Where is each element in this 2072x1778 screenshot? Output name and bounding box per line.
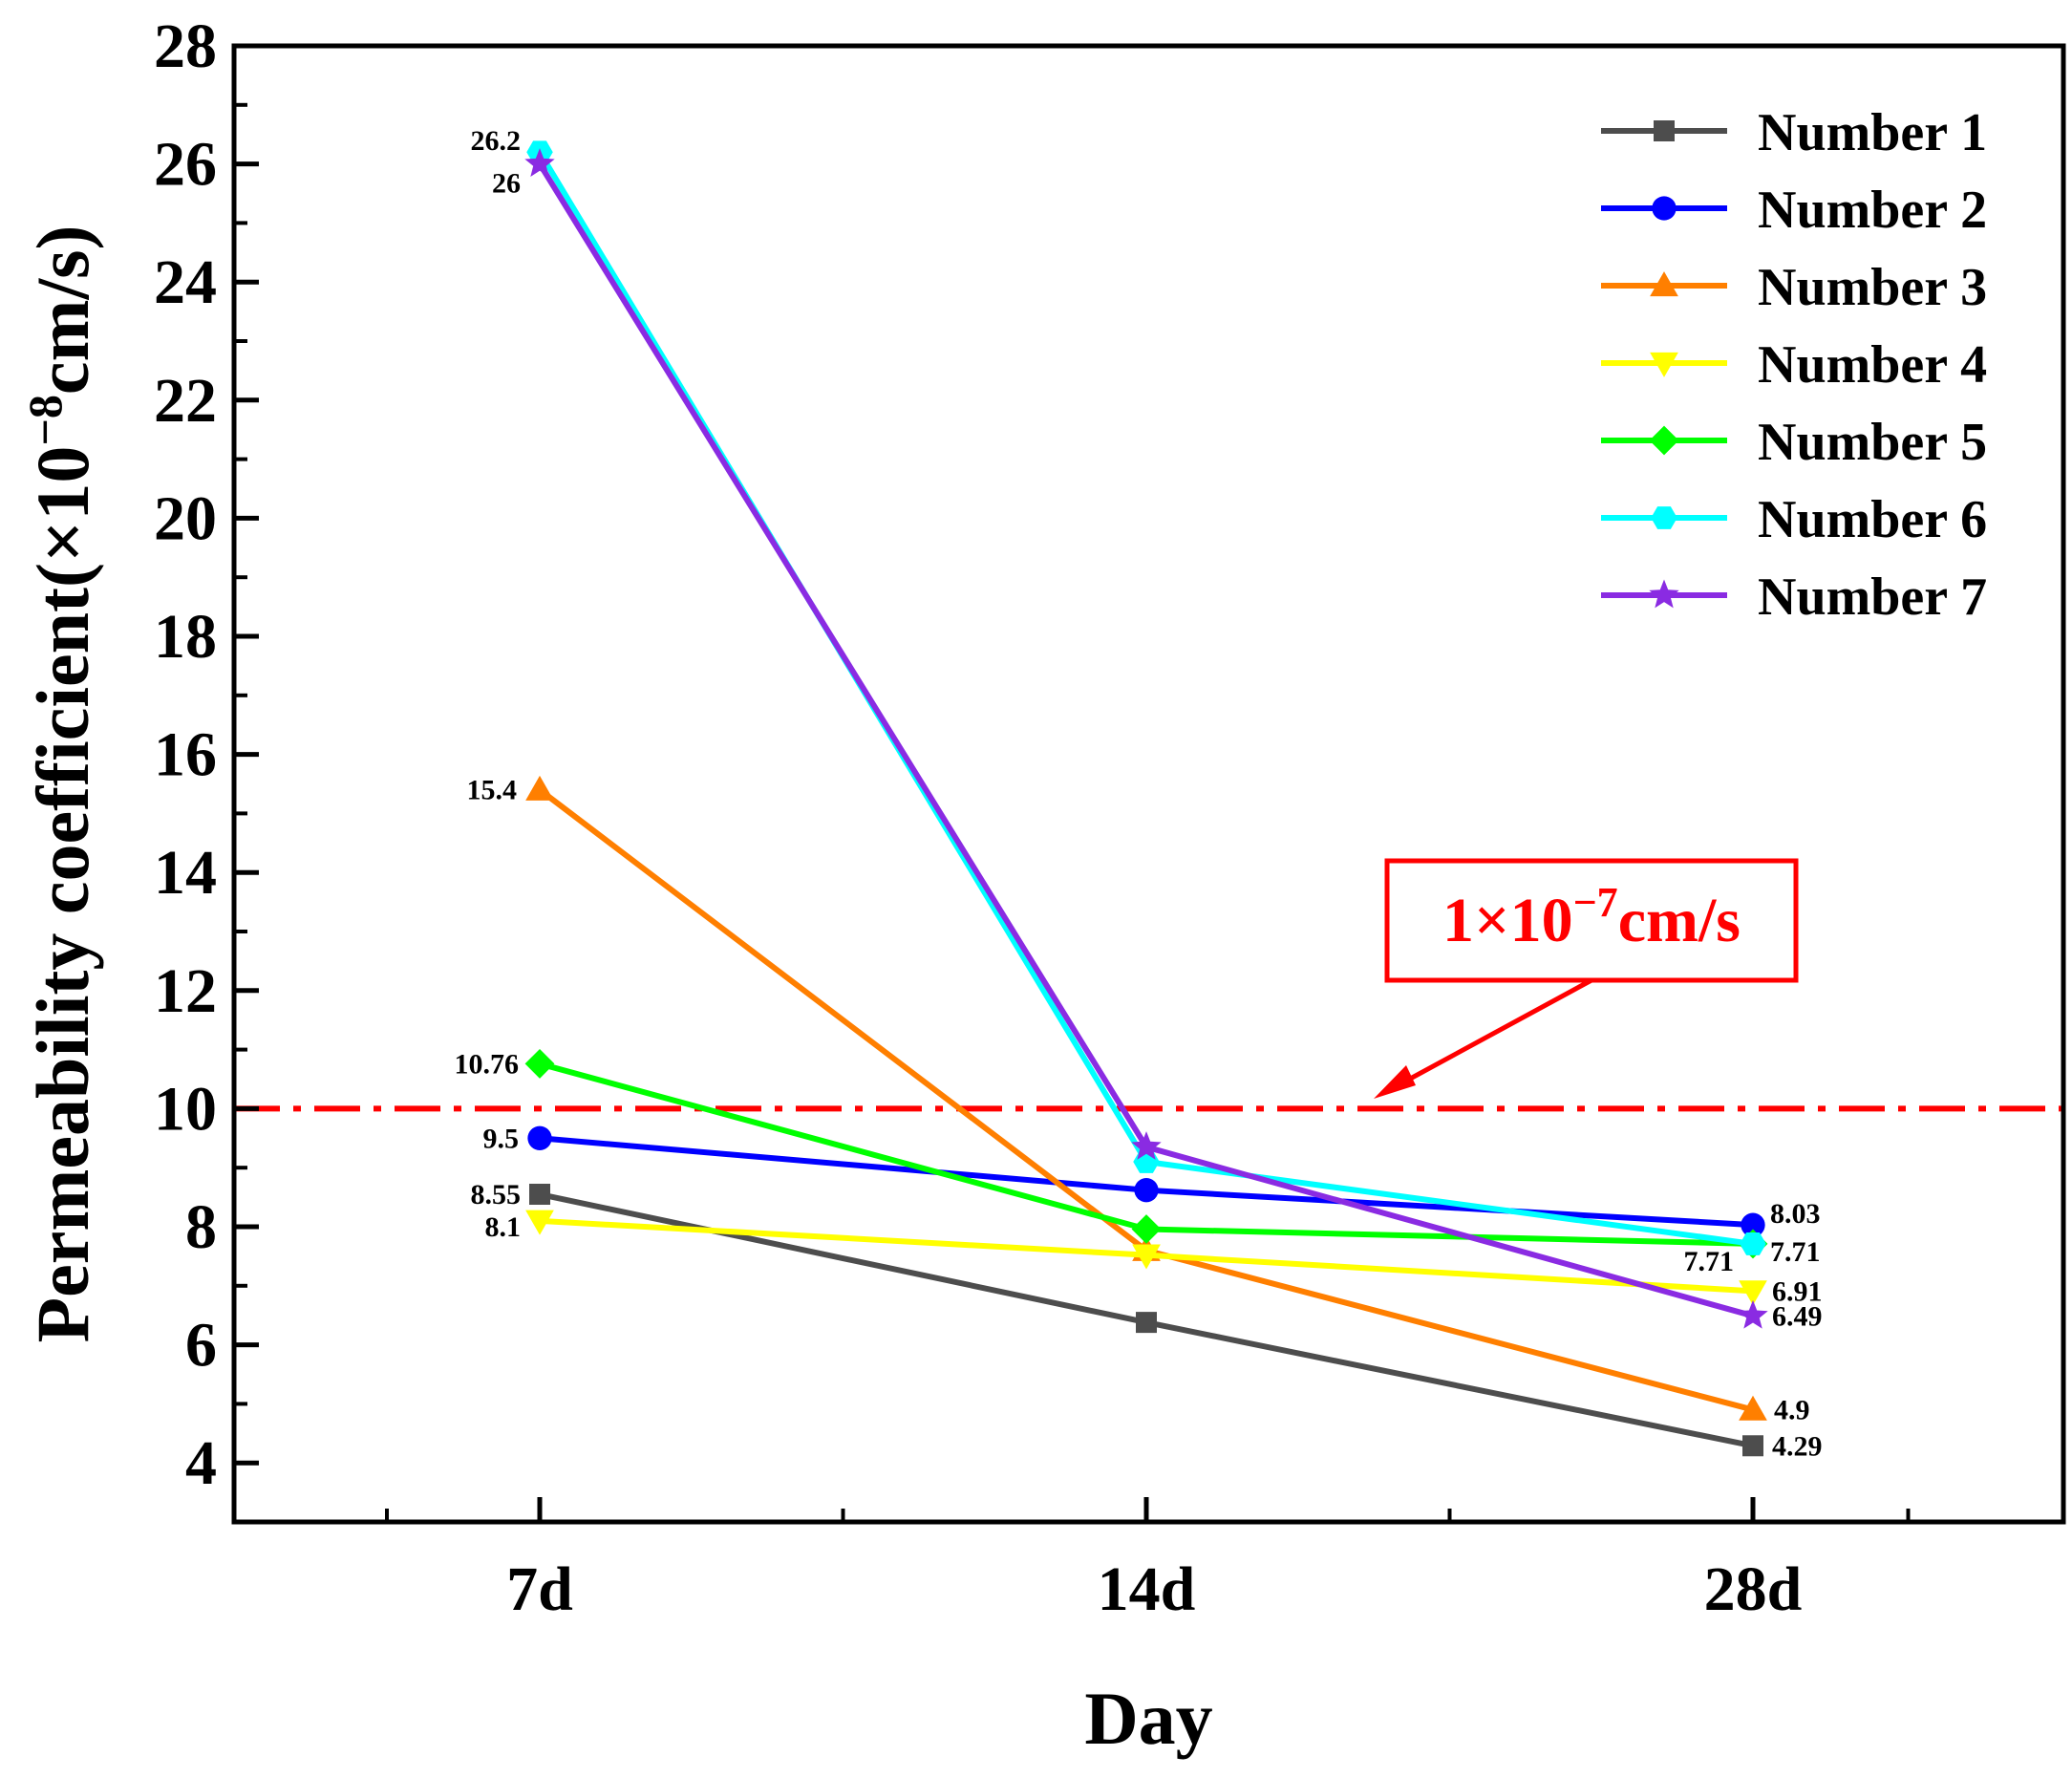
data-point <box>1742 1435 1763 1457</box>
y-tick-label: 14 <box>154 838 217 908</box>
legend-marker <box>1649 425 1679 456</box>
legend-label: Number 7 <box>1758 568 1987 627</box>
x-tick-label: 14d <box>1098 1554 1196 1624</box>
data-point <box>524 1049 555 1079</box>
annotation-exponent: −7 <box>1573 879 1618 926</box>
data-label: 15.4 <box>467 775 518 806</box>
data-point <box>1741 1212 1765 1237</box>
y-tick-label: 4 <box>185 1428 217 1498</box>
annotation-box <box>1384 858 1799 983</box>
legend-marker <box>1649 579 1679 609</box>
data-label: 4.29 <box>1772 1430 1823 1462</box>
data-point <box>1136 1312 1157 1334</box>
data-label: 4.9 <box>1774 1395 1810 1426</box>
y-tick-label: 26 <box>154 130 217 200</box>
data-point <box>1739 1280 1767 1306</box>
data-label: 8.55 <box>471 1179 522 1210</box>
annotation-main: 1×10 <box>1442 886 1573 955</box>
series-1 <box>529 1184 1763 1457</box>
series-7 <box>524 148 1768 1329</box>
legend-item: Number 3 <box>1601 258 1987 317</box>
legend-item: Number 1 <box>1601 103 1987 162</box>
x-tick-label: 7d <box>506 1554 573 1624</box>
data-label: 6.91 <box>1772 1275 1823 1307</box>
y-axis-title-exponent: −8 <box>18 395 72 446</box>
annotation-group: 1×10−7cm/s <box>1374 858 1799 1099</box>
data-label: 7.71 <box>1770 1236 1821 1268</box>
data-point <box>1739 1395 1767 1421</box>
data-point <box>524 148 555 177</box>
series-group <box>524 140 1768 1457</box>
x-axis-title: Day <box>1084 1677 1212 1760</box>
data-label: 26 <box>492 168 521 200</box>
y-tick-label: 10 <box>154 1074 217 1144</box>
annotation-text: 1×10−7cm/s <box>1442 879 1741 955</box>
legend-marker <box>1651 506 1677 529</box>
y-tick-label: 8 <box>185 1192 217 1262</box>
data-point <box>525 1210 554 1235</box>
legend-label: Number 6 <box>1758 490 1987 549</box>
legend-label: Number 5 <box>1758 413 1987 472</box>
data-point <box>1131 1214 1162 1244</box>
x-tick-label: 28d <box>1704 1554 1803 1624</box>
annotation-arrow-line <box>1389 977 1593 1092</box>
data-label: 9.5 <box>483 1123 520 1154</box>
data-point <box>1740 1232 1766 1255</box>
y-axis-title: Permeability coefficient(×10−8cm/s) <box>18 225 104 1342</box>
data-label: 26.2 <box>471 125 522 157</box>
data-label: 8.1 <box>485 1211 522 1243</box>
legend-item: Number 2 <box>1601 181 1987 240</box>
data-label: 10.76 <box>455 1048 520 1080</box>
series-2 <box>527 1125 1765 1237</box>
legend-item: Number 7 <box>1601 568 1987 627</box>
y-axis-title-main: Permeability coefficient(×10 <box>21 446 104 1343</box>
data-labels-group: 26.2 26 15.4 10.76 9.5 8.558.1 8.03 7.71 7.71 6.9… <box>455 125 1823 1462</box>
annotation-unit: cm/s <box>1618 886 1741 955</box>
legend-label: Number 3 <box>1758 258 1987 317</box>
data-point <box>1132 1244 1161 1270</box>
y-tick-label: 24 <box>154 247 217 317</box>
data-point <box>1134 1178 1159 1203</box>
data-point <box>525 775 554 801</box>
legend-label: Number 4 <box>1758 335 1987 395</box>
y-tick-label: 6 <box>185 1311 217 1381</box>
y-tick-label: 28 <box>154 11 217 81</box>
legend-marker <box>1654 120 1675 141</box>
y-tick-label: 18 <box>154 602 217 672</box>
data-label: 8.03 <box>1770 1198 1821 1230</box>
y-tick-label: 22 <box>154 366 217 436</box>
legend-marker <box>1652 196 1677 221</box>
data-point <box>529 1184 550 1206</box>
y-axis-title-unit: cm/s) <box>21 225 104 395</box>
annotation-arrow-head <box>1374 1065 1416 1099</box>
legend-label: Number 1 <box>1758 103 1987 162</box>
y-tick-label: 16 <box>154 720 217 790</box>
data-point <box>527 1125 552 1150</box>
data-point <box>1131 1131 1162 1160</box>
legend-item: Number 6 <box>1601 490 1987 549</box>
legend-marker <box>1650 271 1678 297</box>
data-point <box>1738 1299 1768 1329</box>
data-label: 6.49 <box>1772 1300 1823 1332</box>
data-label: 7.71 <box>1684 1246 1735 1277</box>
legend: Number 1 Number 2 Number 3 Number 4 Number 5… <box>1601 103 1987 627</box>
legend-item: Number 4 <box>1601 335 1987 395</box>
axes-group: 4 6 8 10 12 14 16 18 20 22 24 26 28 7d 14d 28d <box>154 11 1911 1624</box>
legend-item: Number 5 <box>1601 413 1987 472</box>
y-tick-label: 12 <box>154 956 217 1026</box>
legend-label: Number 2 <box>1758 181 1987 240</box>
series-4 <box>525 1210 1767 1306</box>
legend-marker <box>1650 352 1678 377</box>
y-tick-label: 20 <box>154 483 217 553</box>
